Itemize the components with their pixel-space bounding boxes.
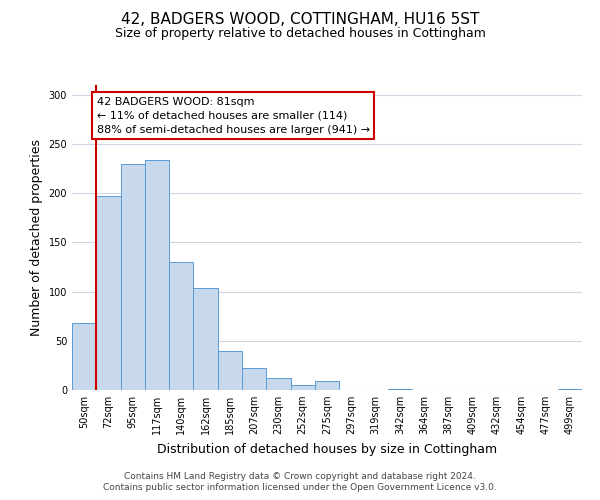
Bar xyxy=(145,160,169,390)
Text: 42 BADGERS WOOD: 81sqm
← 11% of detached houses are smaller (114)
88% of semi-de: 42 BADGERS WOOD: 81sqm ← 11% of detached… xyxy=(97,97,370,135)
Bar xyxy=(315,381,339,390)
Bar xyxy=(121,164,145,390)
X-axis label: Distribution of detached houses by size in Cottingham: Distribution of detached houses by size … xyxy=(157,442,497,456)
Text: Contains public sector information licensed under the Open Government Licence v3: Contains public sector information licen… xyxy=(103,484,497,492)
Bar xyxy=(290,385,315,390)
Bar xyxy=(388,389,412,390)
Bar xyxy=(72,323,96,390)
Bar xyxy=(96,196,121,390)
Y-axis label: Number of detached properties: Number of detached properties xyxy=(30,139,43,336)
Bar xyxy=(558,389,582,390)
Bar xyxy=(193,288,218,390)
Bar xyxy=(266,378,290,390)
Bar xyxy=(218,350,242,390)
Bar xyxy=(242,368,266,390)
Text: 42, BADGERS WOOD, COTTINGHAM, HU16 5ST: 42, BADGERS WOOD, COTTINGHAM, HU16 5ST xyxy=(121,12,479,28)
Text: Size of property relative to detached houses in Cottingham: Size of property relative to detached ho… xyxy=(115,28,485,40)
Text: Contains HM Land Registry data © Crown copyright and database right 2024.: Contains HM Land Registry data © Crown c… xyxy=(124,472,476,481)
Bar xyxy=(169,262,193,390)
